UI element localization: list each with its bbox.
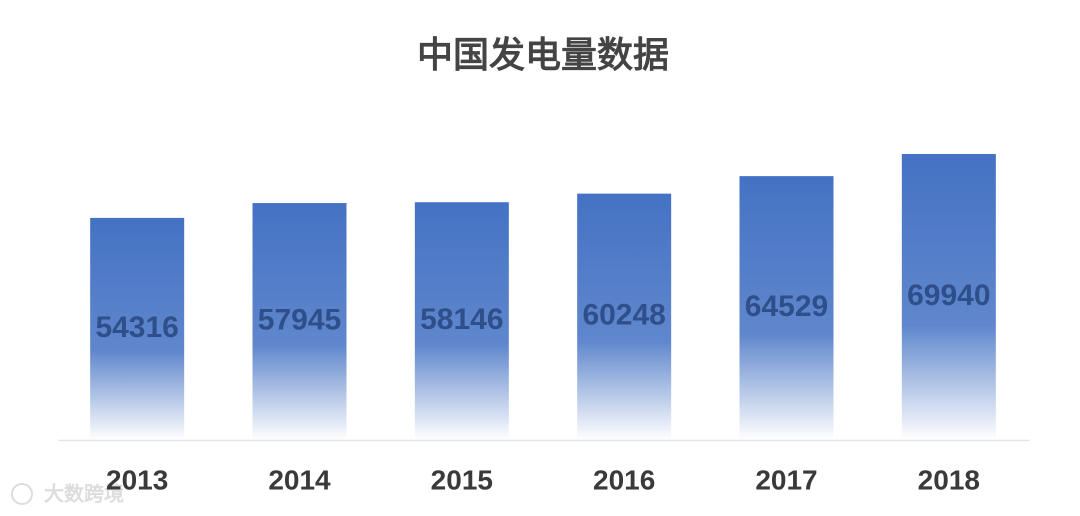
chart-title: 中国发电量数据 bbox=[417, 35, 669, 76]
bar bbox=[577, 193, 672, 440]
x-tick-label: 2017 bbox=[755, 464, 817, 495]
bar bbox=[252, 203, 347, 440]
x-tick-label: 2014 bbox=[268, 464, 331, 495]
x-tick-label: 2018 bbox=[918, 464, 980, 495]
watermark: 大数跨境 bbox=[44, 482, 124, 506]
data-label: 58146 bbox=[420, 303, 503, 336]
data-label: 69940 bbox=[907, 279, 990, 312]
data-label: 60248 bbox=[582, 299, 665, 332]
x-tick-label: 2015 bbox=[431, 464, 493, 495]
bar bbox=[90, 217, 185, 440]
x-tick-label: 2016 bbox=[593, 464, 655, 495]
data-label: 57945 bbox=[258, 303, 341, 336]
x-tick-label: 2013 bbox=[106, 464, 168, 495]
data-label: 54316 bbox=[95, 311, 178, 344]
bar bbox=[414, 202, 509, 440]
bar bbox=[739, 176, 834, 440]
watermark-icon bbox=[11, 483, 33, 505]
data-label: 64529 bbox=[745, 290, 828, 323]
bar bbox=[901, 154, 996, 440]
